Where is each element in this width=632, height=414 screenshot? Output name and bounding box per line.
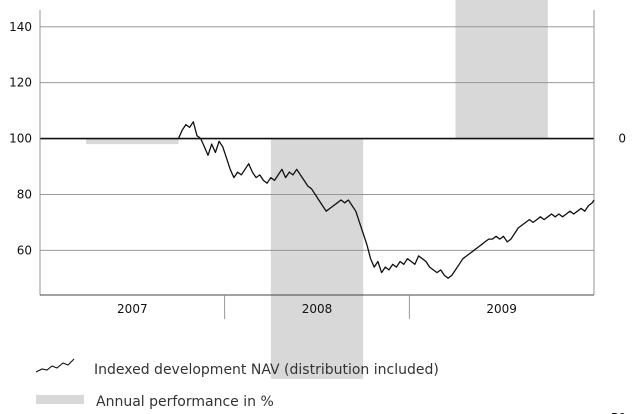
legend-label: Indexed development NAV (distribution in…	[94, 362, 439, 378]
left-tick-label: 100	[9, 132, 32, 146]
left-tick-label: 140	[9, 20, 32, 34]
legend-bar-swatch	[36, 395, 84, 404]
legend: Indexed development NAV (distribution in…	[35, 358, 439, 410]
x-tick-label: 2009	[486, 302, 517, 316]
x-tick-label: 2007	[117, 302, 148, 316]
grid-layer	[40, 26, 594, 251]
right-tick-label: –50	[605, 411, 626, 414]
left-tick-label: 80	[17, 187, 32, 201]
performance-bar-0	[86, 138, 179, 145]
performance-bar-1	[270, 138, 364, 379]
performance-bar-2	[455, 0, 548, 139]
axis-layer: 60 80 100 120 140 0 –50 2007 2008 2009	[9, 10, 626, 414]
series-layer	[177, 121, 595, 279]
nav-series-line	[177, 121, 595, 279]
right-tick-label: 0	[618, 132, 626, 146]
left-tick-label: 120	[9, 76, 32, 90]
left-tick-label: 60	[17, 243, 32, 257]
x-tick-label: 2008	[302, 302, 333, 316]
legend-line-swatch	[35, 358, 75, 373]
bar-layer	[86, 0, 548, 379]
legend-label: Annual performance in %	[96, 394, 274, 410]
